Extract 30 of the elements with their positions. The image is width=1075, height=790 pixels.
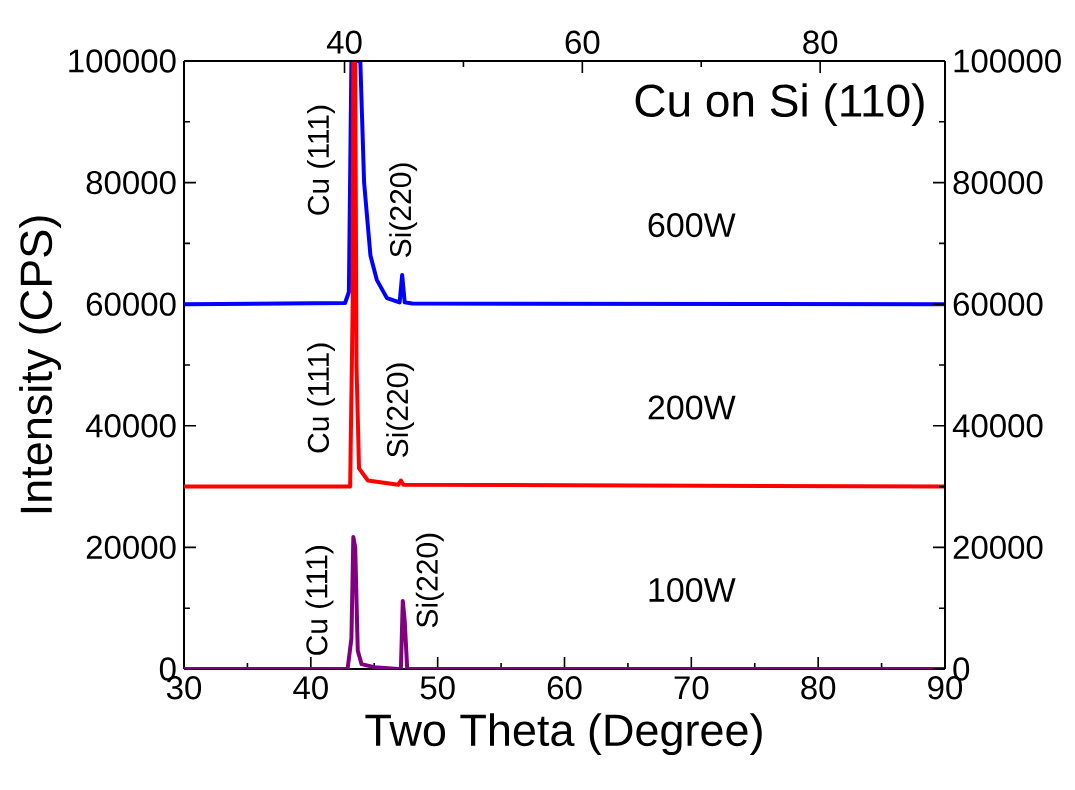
x-tick-label: 50 <box>420 676 455 700</box>
x2-tick-label: 60 <box>565 30 600 54</box>
annotation: Si(220) <box>415 533 444 628</box>
y-tick-label: 100000 <box>69 49 176 73</box>
x-axis-title: Two Theta (Degree) <box>365 713 762 756</box>
x2-tick-label: 80 <box>803 30 838 54</box>
annotation: Cu (111) <box>307 343 335 453</box>
series-label: 100W <box>649 577 736 602</box>
y2-tick-label: 60000 <box>953 292 1043 316</box>
y2-tick-label: 40000 <box>952 414 1043 438</box>
annotation: Cu (111) <box>305 546 334 655</box>
series-label: 200W <box>648 395 736 420</box>
y2-tick-label: 80000 <box>953 170 1043 195</box>
x-tick-label: 80 <box>801 676 836 700</box>
x-tick-label: 60 <box>547 676 582 700</box>
y-axis-title: Intensity (CPS) <box>19 216 62 513</box>
y-tick-label: 80000 <box>86 170 176 195</box>
x-tick-label: 70 <box>674 676 709 700</box>
chart-title: Cu on Si (110) <box>635 83 924 127</box>
x2-tick-label: 40 <box>326 30 362 54</box>
annotation: Si(220) <box>389 163 418 257</box>
y2-tick-label: 100000 <box>954 49 1061 73</box>
y-tick-label: 60000 <box>86 292 176 316</box>
y-tick-label: 40000 <box>85 414 176 438</box>
annotation: Cu (111) <box>307 105 335 215</box>
y2-tick-label: 20000 <box>953 535 1043 560</box>
y-tick-label: 20000 <box>86 535 176 560</box>
series-label: 600W <box>648 213 736 238</box>
x-tick-label: 40 <box>293 676 328 700</box>
annotation: Si(220) <box>386 363 415 457</box>
